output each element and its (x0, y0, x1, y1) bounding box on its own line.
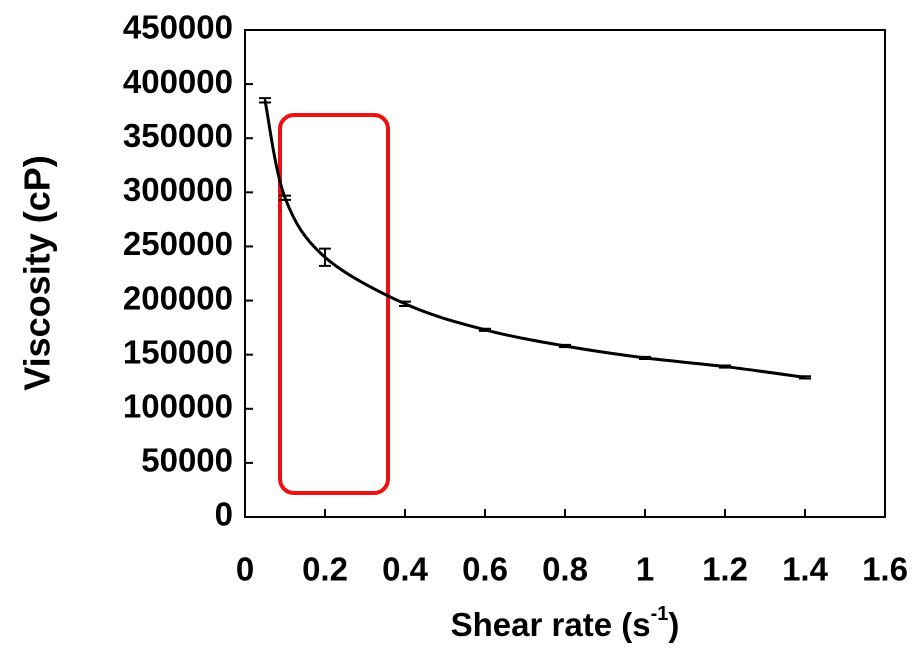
y-tick-label: 200000 (123, 279, 233, 316)
highlight-box (278, 113, 390, 495)
x-tick-label: 0.4 (382, 551, 429, 588)
error-bar (799, 375, 811, 380)
error-bar (559, 343, 571, 349)
x-tick-label: 1.6 (862, 551, 908, 588)
y-tick-label: 50000 (141, 442, 233, 479)
y-tick-label: 350000 (123, 117, 233, 154)
x-tick-label: 0.6 (462, 551, 508, 588)
x-label-sup: -1 (651, 603, 669, 625)
x-label-text: Shear rate (s (451, 606, 651, 643)
x-tick-label: 0.8 (542, 551, 588, 588)
x-label-suffix: ) (668, 606, 679, 643)
y-tick-label: 150000 (123, 333, 233, 370)
y-tick-label: 250000 (123, 225, 233, 262)
x-tick-label: 1.2 (702, 551, 748, 588)
y-axis-label: Viscosity (cP) (17, 155, 58, 390)
y-tick-label: 100000 (123, 387, 233, 424)
x-tick-label: 0.2 (302, 551, 348, 588)
y-tick-label: 0 (215, 496, 233, 533)
y-tick-label: 450000 (123, 9, 233, 46)
error-bar (259, 97, 271, 104)
x-axis-label: Shear rate (s-1) (451, 603, 680, 642)
y-tick-label: 400000 (123, 63, 233, 100)
error-bar (279, 194, 291, 201)
error-bar (399, 300, 411, 307)
error-bar (639, 355, 651, 360)
plot-frame (244, 29, 886, 518)
error-bar (479, 327, 491, 332)
x-tick-label: 1.4 (782, 551, 829, 588)
error-bar (719, 364, 731, 369)
y-tick-label: 300000 (123, 171, 233, 208)
error-bar (319, 247, 331, 267)
series-line (263, 100, 806, 379)
x-tick-label: 1 (636, 551, 654, 588)
x-tick-label: 0 (236, 551, 254, 588)
